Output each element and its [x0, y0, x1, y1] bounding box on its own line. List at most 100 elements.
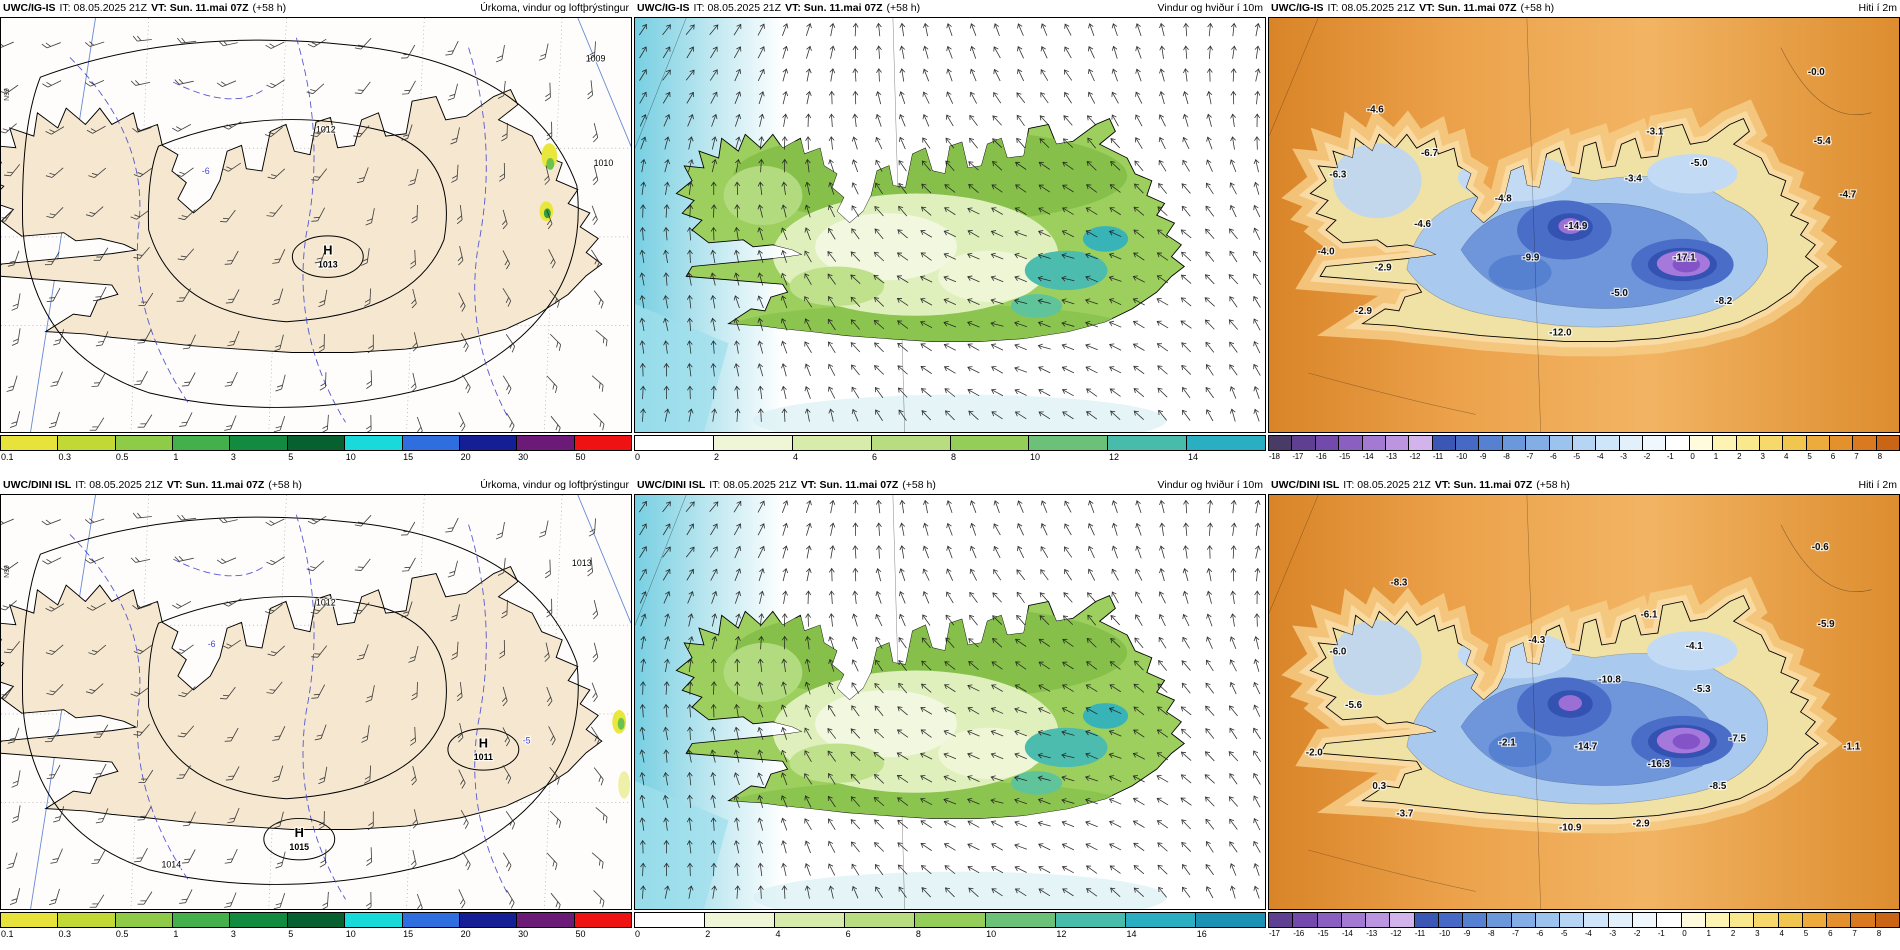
- map-label: H: [479, 735, 488, 750]
- map-label: -4.7: [1839, 189, 1856, 200]
- colorbar-tick-label: 0.3: [58, 452, 71, 463]
- colorbar-cell: [1125, 913, 1196, 928]
- init-time: IT: 08.05.2025 21Z: [693, 2, 782, 14]
- colorbar-tick-label: 5: [288, 452, 294, 463]
- colorbar-tick-label: -6: [1549, 452, 1557, 462]
- colorbar-tick-label: 0.5: [115, 929, 129, 940]
- colorbar-tick-label: -8: [1503, 452, 1510, 462]
- map-label: 1012: [316, 124, 336, 134]
- colorbar-tick-label: -9: [1479, 452, 1487, 462]
- map-label: 1015: [289, 842, 309, 852]
- forecast-offset: (+58 h): [268, 479, 302, 491]
- colorbar-tick-label: 10: [986, 929, 997, 940]
- colorbar-tick-label: 0.5: [115, 452, 129, 463]
- colorbar-tick-label: -9: [1463, 929, 1470, 939]
- colorbar-tick-label: 12: [1056, 929, 1067, 940]
- map-label: H: [295, 825, 304, 840]
- map-label: -6.1: [1640, 609, 1657, 620]
- colorbar-tick-label: -12: [1390, 929, 1402, 939]
- precip-spot: [617, 717, 625, 730]
- map-precip-wind-pressure: H 1011 H 1015 1012 1014 1013 -6 -5 N99: [0, 494, 632, 911]
- map-label: 1011: [474, 752, 493, 762]
- colorbar-cell: [705, 913, 776, 928]
- colorbar-tick-label: 0.1: [1, 452, 14, 463]
- colorbar-tick-label: 0.1: [1, 929, 14, 940]
- colorbar-cell: [713, 436, 793, 451]
- colorbar-cell: [1339, 436, 1363, 451]
- colorbar-strip: [1268, 912, 1900, 929]
- colorbar-cell: [1802, 913, 1828, 928]
- colorbar-tick-label: -14: [1341, 929, 1353, 939]
- colorbar-cell: [1851, 913, 1876, 928]
- colorbar-strip: [634, 912, 1266, 929]
- colorbar-cell: [1269, 913, 1294, 928]
- colorbar-cell: [1108, 436, 1188, 451]
- map-label: -8.5: [1709, 781, 1726, 792]
- colorbar-tick-label: -4: [1585, 929, 1592, 939]
- colorbar-cell: [1783, 436, 1807, 451]
- colorbar-cell: [574, 913, 631, 928]
- map-label: -8.2: [1715, 296, 1732, 307]
- colorbar-tick-label: -2: [1643, 452, 1651, 462]
- colorbar-cell: [1730, 913, 1755, 928]
- panel-run-info: UWC/IG-IS IT: 08.05.2025 21Z VT: Sun. 11.m…: [3, 0, 290, 17]
- map-label: 1013: [572, 558, 592, 568]
- colorbar-cell: [1487, 913, 1512, 928]
- colorbar-tick-label: -11: [1432, 452, 1443, 462]
- colorbar-tick-label: -13: [1366, 929, 1377, 939]
- colorbar-tick-label: 30: [518, 452, 529, 463]
- colorbar-cell: [1463, 913, 1488, 928]
- colorbar-tick-label: -7: [1512, 929, 1519, 939]
- colorbar-cell: [1535, 913, 1561, 928]
- map-label: -10.9: [1559, 822, 1582, 833]
- colorbar-tick-label: -11: [1414, 929, 1425, 939]
- colorbar-cell: [1293, 913, 1318, 928]
- model-name: UWC/DINI ISL: [637, 479, 706, 491]
- colorbar-tick-label: 1: [1706, 929, 1711, 939]
- panel-header: UWC/DINI ISL IT: 08.05.2025 21Z VT: Sun. 1…: [0, 477, 632, 494]
- colorbar-tick-label: 20: [460, 452, 471, 463]
- colorbar-tick-label: 1: [173, 929, 179, 940]
- colorbar-temp: -18 -17 -16 -15 -14 -13 -12 -11 -10 -9 -8 -7 -6 -5 -4-…: [1268, 433, 1900, 471]
- map-label: 1010: [594, 158, 614, 168]
- colorbar-tick-label: 14: [1126, 929, 1137, 940]
- colorbar-cell: [459, 913, 518, 928]
- colorbar-tick-label: 8: [951, 452, 957, 463]
- colorbar-cell: [1029, 436, 1109, 451]
- colorbar-tick-label: -7: [1526, 452, 1533, 462]
- colorbar-cell: [1754, 913, 1779, 928]
- map-label: -4.8: [1495, 193, 1512, 204]
- panel-igis-wind: UWC/IG-IS IT: 08.05.2025 21Z VT: Sun. 11.m…: [634, 0, 1266, 471]
- weather-map-svg: H 1011 H 1015 1012 1014 1013 -6 -5 N99: [1, 495, 631, 910]
- colorbar-cell: [1713, 436, 1737, 451]
- colorbar-cell: [402, 913, 460, 928]
- map-wind-gusts: [634, 494, 1266, 911]
- colorbar-tick-label: -4: [1596, 452, 1604, 462]
- colorbar-labels: -17 -16 -15 -14 -13 -12 -11 -10 -9 -8 -7 -6 -5 -4 -3 -2…: [1268, 928, 1900, 940]
- map-label: -10.8: [1598, 674, 1621, 685]
- colorbar-cell: [1317, 913, 1342, 928]
- colorbar-tick-label: 50: [575, 452, 586, 463]
- precip-spot: [618, 771, 631, 799]
- colorbar-cell: [792, 436, 872, 451]
- colorbar-cell: [1195, 913, 1265, 928]
- colorbar-cell: [287, 436, 346, 451]
- map-label: -16.3: [1648, 759, 1671, 770]
- colorbar-tick-label: 0: [1682, 929, 1687, 939]
- colorbar-cell: [1502, 436, 1527, 451]
- colorbar-cell: [1414, 913, 1439, 928]
- colorbar-tick-label: 50: [575, 929, 586, 940]
- valid-time: VT: Sun. 11.mai 07Z: [1434, 479, 1533, 491]
- map-edge-label: N99: [4, 565, 11, 578]
- colorbar-cell: [1657, 913, 1682, 928]
- map-label: -2.9: [1375, 262, 1392, 273]
- colorbar-cell: [1608, 913, 1633, 928]
- colorbar-cell: [1853, 436, 1877, 451]
- colorbar-cell: [459, 436, 518, 451]
- panel-run-info: UWC/DINI ISL IT: 08.05.2025 21Z VT: Sun. 1…: [637, 477, 940, 494]
- map-temperature-2m: -4.6 -6.7 -6.3 -4.8 -3.1 -0.0 -3.4 -5.0 -5.4 -4.6…: [1268, 17, 1900, 434]
- wind-barbs: [1, 35, 608, 433]
- valid-time: VT: Sun. 11.mai 07Z: [166, 479, 265, 491]
- colorbar-tick-label: -5: [1560, 929, 1568, 939]
